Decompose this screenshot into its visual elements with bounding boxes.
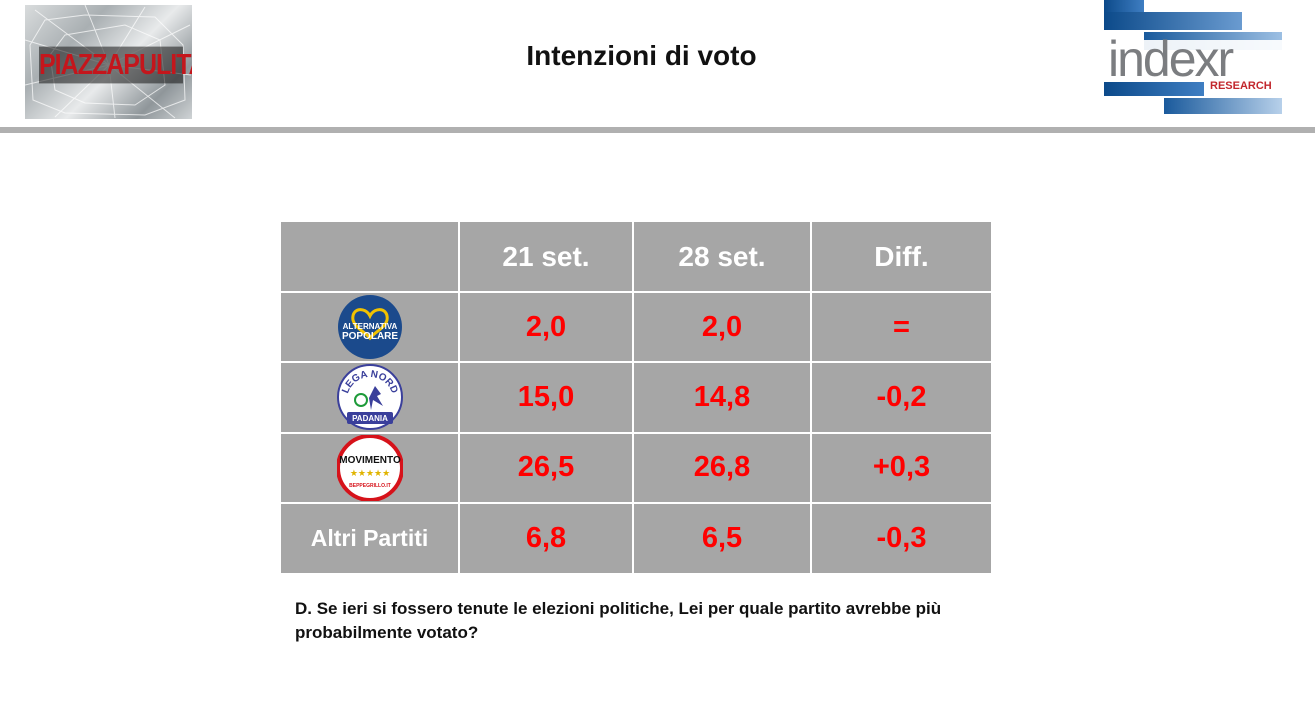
header-cell-party	[281, 222, 460, 294]
lega-nord-logo-icon: LEGA NORD PADANIA	[336, 364, 403, 431]
table-row-movimento-5-stelle: MOVIMENTO ★★★★★ BEPPEGRILLO.IT 26,5 26,8…	[281, 431, 991, 504]
ap-logo-line-1: ALTERNATIVA	[342, 322, 397, 331]
ap-logo-line-2: POPOLARE	[341, 331, 397, 342]
value-21-set: 2,0	[458, 291, 634, 364]
lega-logo-line-2: PADANIA	[352, 414, 388, 423]
header-divider	[0, 127, 1315, 133]
party-label-altri-partiti: Altri Partiti	[281, 501, 460, 573]
piazzapulita-logo: PIAZZAPULITA	[25, 5, 192, 119]
value-21-set: 26,5	[458, 431, 634, 504]
header-cell-diff: Diff.	[810, 222, 991, 294]
value-28-set: 6,5	[632, 501, 812, 573]
table-header-row: 21 set. 28 set. Diff.	[281, 222, 991, 294]
m5s-logo-line-2: BEPPEGRILLO.IT	[349, 483, 391, 489]
m5s-logo-line-1: MOVIMENTO	[339, 455, 401, 466]
party-cell-alternativa-popolare: ALTERNATIVA POPOLARE	[281, 291, 460, 364]
value-diff: =	[810, 291, 991, 364]
alternativa-popolare-logo-icon: ALTERNATIVA POPOLARE	[337, 295, 402, 360]
party-cell-lega-nord: LEGA NORD PADANIA	[281, 361, 460, 434]
value-21-set: 6,8	[458, 501, 634, 573]
value-28-set: 14,8	[632, 361, 812, 434]
indexr-logo: indexr RESEARCH	[1104, 0, 1282, 121]
value-21-set: 15,0	[458, 361, 634, 434]
header-cell-date-2: 28 set.	[632, 222, 812, 294]
indexr-subtitle: RESEARCH	[1210, 80, 1272, 92]
table-row-altri-partiti: Altri Partiti 6,8 6,5 -0,3	[281, 501, 991, 573]
page-title: Intenzioni di voto	[526, 40, 757, 71]
header: PIAZZAPULITA Intenzioni di voto indexr R…	[0, 0, 1315, 134]
value-diff: -0,2	[810, 361, 991, 434]
value-diff: -0,3	[810, 501, 991, 573]
value-diff: +0,3	[810, 431, 991, 504]
indexr-wordmark: indexr	[1108, 31, 1234, 87]
party-cell-movimento-5-stelle: MOVIMENTO ★★★★★ BEPPEGRILLO.IT	[281, 431, 460, 504]
value-28-set: 2,0	[632, 291, 812, 364]
header-cell-date-1: 21 set.	[458, 222, 634, 294]
m5s-stars: ★★★★★	[349, 469, 389, 479]
survey-question: D. Se ieri si fossero tenute le elezioni…	[295, 599, 942, 642]
piazzapulita-wordmark: PIAZZAPULITA	[39, 46, 192, 84]
value-28-set: 26,8	[632, 431, 812, 504]
vote-intention-table: 21 set. 28 set. Diff. ALTERNATIVA POPOLA…	[281, 222, 991, 573]
movimento-5-stelle-logo-icon: MOVIMENTO ★★★★★ BEPPEGRILLO.IT	[336, 434, 403, 501]
table-row-alternativa-popolare: ALTERNATIVA POPOLARE 2,0 2,0 =	[281, 291, 991, 364]
table-row-lega-nord: LEGA NORD PADANIA 15,0 14,8 -0,2	[281, 361, 991, 434]
